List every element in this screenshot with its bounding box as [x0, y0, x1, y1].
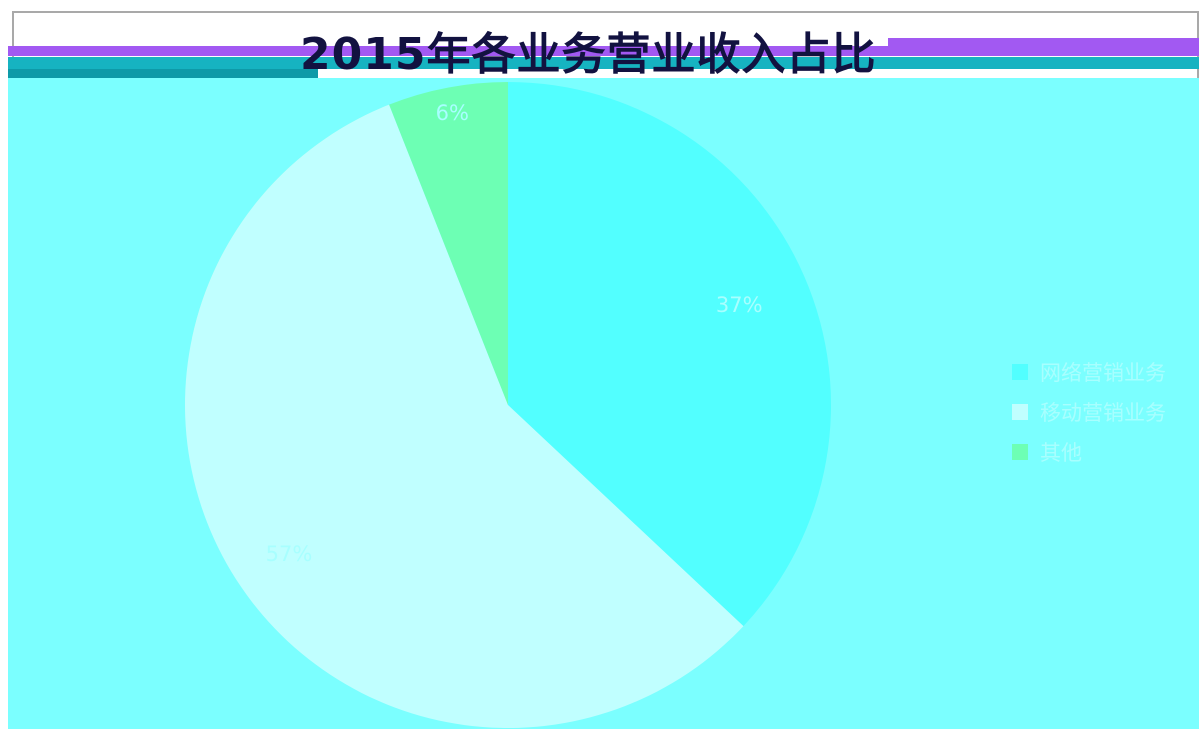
legend-swatch-network-marketing: [1012, 364, 1028, 380]
legend-swatch-other: [1012, 444, 1028, 460]
legend: 网络营销业务 移动营销业务 其他: [1012, 352, 1187, 472]
title-band-teal-left: [8, 69, 318, 78]
legend-label-other: 其他: [1040, 441, 1082, 465]
legend-item-mobile-marketing: 移动营销业务: [1012, 392, 1187, 432]
title-band-accent: [888, 38, 1199, 47]
legend-item-network-marketing: 网络营销业务: [1012, 352, 1187, 392]
legend-label-mobile-marketing: 移动营销业务: [1040, 401, 1166, 425]
legend-label-network-marketing: 网络营销业务: [1040, 361, 1166, 385]
pie-slice-network-marketing: [508, 82, 831, 627]
pie-slice-mobile-marketing: [184, 104, 744, 729]
pie-slice-other: [389, 82, 508, 405]
data-label-network-marketing: 37%: [716, 293, 763, 317]
legend-item-other: 其他: [1012, 432, 1187, 472]
data-label-mobile-marketing: 57%: [266, 542, 313, 566]
legend-swatch-mobile-marketing: [1012, 404, 1028, 420]
data-label-other: 6%: [436, 101, 469, 125]
title-band-teal: [8, 57, 1199, 69]
title-band-purple: [8, 46, 1199, 56]
chart-title: 2015年各业务营业收入占比: [300, 29, 877, 80]
